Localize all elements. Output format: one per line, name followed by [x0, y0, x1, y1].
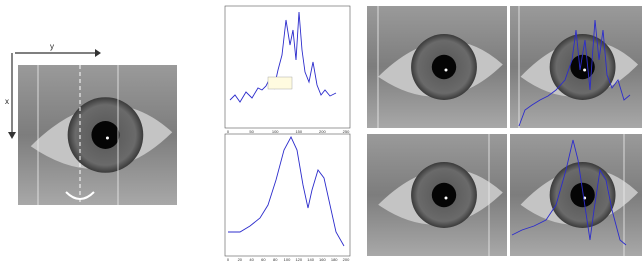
pupil — [570, 183, 594, 207]
pupil — [432, 55, 456, 79]
glint — [106, 137, 109, 140]
axis-label: x — [5, 97, 9, 106]
x-tick-label: 20 — [238, 257, 243, 262]
x-tick-label: 50 — [249, 129, 254, 134]
axis-label: y — [50, 42, 54, 51]
x-tick-label: 0 — [227, 257, 230, 262]
data-tip — [268, 77, 292, 89]
x-tick-label: 160 — [319, 257, 326, 262]
x-tick-label: 250 — [343, 129, 350, 134]
figure: y x 0 50 100 150 200 250 0 20 40 60 80 100 120 140 160… — [0, 0, 642, 263]
eye-image — [367, 6, 507, 128]
plot-frame — [225, 6, 350, 128]
x-tick-label: 180 — [331, 257, 338, 262]
x-tick-label: 200 — [343, 257, 350, 262]
x-tick-label: 150 — [295, 129, 302, 134]
x-tick-label: 100 — [284, 257, 291, 262]
eye-image — [18, 65, 177, 205]
x-tick-label: 200 — [319, 129, 326, 134]
glint — [445, 197, 448, 200]
arrowhead — [95, 49, 101, 57]
eye-image — [510, 6, 642, 128]
eye-image — [367, 134, 507, 256]
x-tick-label: 100 — [272, 129, 279, 134]
plot-frame — [225, 134, 350, 256]
eye-image — [510, 134, 642, 256]
glint — [583, 69, 586, 72]
x-tick-label: 40 — [249, 257, 254, 262]
x-tick-label: 0 — [227, 129, 230, 134]
x-tick-label: 60 — [261, 257, 266, 262]
pupil — [432, 183, 456, 207]
glint — [445, 69, 448, 72]
arrowhead — [8, 132, 16, 139]
pupil — [91, 121, 119, 149]
x-tick-label: 80 — [273, 257, 278, 262]
x-tick-label: 140 — [307, 257, 314, 262]
x-tick-label: 120 — [295, 257, 302, 262]
